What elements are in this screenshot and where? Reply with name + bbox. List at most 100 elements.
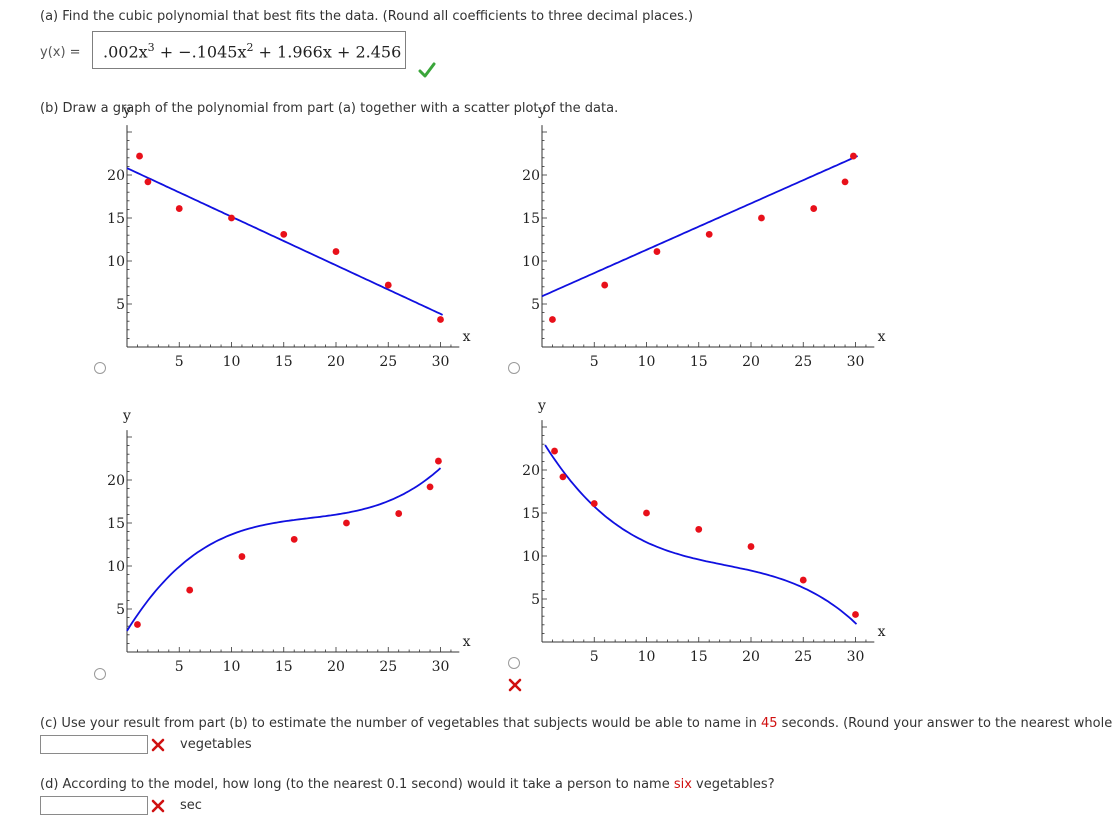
y-tick-label: 10 — [107, 254, 125, 270]
data-point — [747, 543, 755, 550]
x-tick-label: 10 — [223, 659, 241, 675]
y-tick-label: 15 — [107, 516, 125, 532]
data-point — [850, 152, 857, 160]
answer-term-quadratic: −.1045x — [178, 42, 247, 62]
part-c-prompt-text-end: seconds. (Round your answer to the neare… — [777, 716, 1113, 731]
x-axis-var-label: x — [463, 634, 471, 650]
y-tick-label: 5 — [116, 602, 125, 618]
part-a-answer-value: .002x3 + −.1045x2 + 1.966x + 2.456 — [103, 41, 401, 61]
graph-1-plot: 5 10 15 20 25 30 5 10 15 20 x y — [107, 103, 471, 370]
x-tick-label: 10 — [638, 354, 656, 370]
data-point — [343, 519, 350, 527]
x-tick-label: 30 — [432, 354, 450, 370]
data-point — [384, 281, 392, 289]
part-d-unit: sec — [180, 798, 202, 813]
y-tick-label: 5 — [116, 297, 125, 313]
x-axis-var-label: x — [463, 329, 471, 345]
data-point — [280, 230, 288, 238]
data-point — [290, 535, 298, 543]
y-tick-label: 10 — [522, 254, 540, 270]
cross-icon — [151, 799, 165, 813]
y-tick-label: 15 — [522, 506, 540, 522]
part-d-answer-input[interactable] — [40, 796, 148, 815]
part-c-answer-input[interactable] — [40, 735, 148, 754]
graph-3-plot: 5 10 15 20 25 30 5 10 15 20 x y — [107, 408, 471, 675]
data-point — [175, 205, 183, 212]
fit-curve — [126, 467, 442, 632]
part-c-prompt-text: (c) Use your result from part (b) to est… — [40, 716, 761, 731]
part-d-highlight: six — [673, 777, 692, 792]
y-tick-label: 5 — [531, 592, 540, 608]
part-d-prompt-text-end: vegetables? — [691, 777, 775, 792]
part-d-prompt: (d) According to the model, how long (to… — [40, 777, 775, 792]
graph-4-radio[interactable] — [508, 657, 520, 669]
data-point — [695, 525, 703, 533]
part-a-prompt: (a) Find the cubic polynomial that best … — [40, 9, 694, 24]
x-tick-label: 20 — [327, 354, 345, 370]
data-point — [186, 586, 194, 594]
data-point — [437, 316, 444, 323]
data-point — [758, 214, 765, 222]
data-point — [136, 152, 143, 160]
data-point — [841, 178, 849, 186]
fit-curve — [126, 167, 444, 316]
data-point — [643, 509, 650, 517]
part-c-unit: vegetables — [180, 737, 252, 752]
x-tick-label: 25 — [794, 354, 812, 370]
y-tick-label: 20 — [522, 463, 540, 479]
y-tick-label: 10 — [522, 549, 540, 565]
y-tick-label: 5 — [531, 297, 540, 313]
x-tick-label: 10 — [223, 354, 241, 370]
part-b-prompt: (b) Draw a graph of the polynomial from … — [40, 101, 619, 116]
data-point — [238, 553, 246, 560]
y-tick-label: 20 — [107, 168, 125, 184]
x-tick-label: 5 — [590, 649, 599, 665]
x-tick-label: 20 — [742, 649, 760, 665]
x-tick-label: 5 — [175, 354, 184, 370]
data-point — [601, 281, 609, 289]
answer-exp-3: 3 — [147, 41, 155, 54]
data-point — [228, 214, 235, 222]
y-of-x-label: y(x) = — [40, 45, 81, 60]
x-tick-label: 25 — [379, 354, 397, 370]
y-tick-label: 15 — [522, 211, 540, 227]
data-point — [810, 205, 818, 212]
y-axis-var-label: y — [122, 103, 131, 119]
fit-curve — [544, 444, 858, 625]
graph-2-radio[interactable] — [508, 362, 520, 374]
x-tick-label: 25 — [794, 649, 812, 665]
check-icon — [418, 62, 436, 78]
cross-icon — [151, 738, 165, 752]
data-point — [549, 316, 556, 323]
y-axis-var-label: y — [122, 408, 131, 424]
x-tick-label: 10 — [638, 649, 656, 665]
data-point — [590, 500, 598, 507]
graph-3-radio[interactable] — [94, 668, 106, 680]
answer-term-rest: + 1.966x + 2.456 — [253, 42, 402, 62]
x-tick-label: 5 — [590, 354, 599, 370]
part-c-prompt: (c) Use your result from part (b) to est… — [40, 716, 1112, 731]
graph-4-plot: 5 10 15 20 25 30 5 10 15 20 x y — [522, 398, 886, 665]
answer-exp-2: 2 — [246, 41, 254, 54]
x-tick-label: 15 — [690, 354, 708, 370]
x-tick-label: 20 — [327, 659, 345, 675]
x-tick-label: 5 — [175, 659, 184, 675]
x-tick-label: 30 — [432, 659, 450, 675]
x-tick-label: 20 — [742, 354, 760, 370]
part-c-highlight: 45 — [761, 716, 778, 731]
x-tick-label: 15 — [275, 354, 293, 370]
x-tick-label: 15 — [690, 649, 708, 665]
y-axis-var-label: y — [537, 398, 546, 414]
data-point — [559, 473, 567, 481]
graph-2-plot: 5 10 15 20 25 30 5 10 15 20 x y — [522, 103, 886, 370]
data-point — [435, 457, 442, 465]
data-point — [852, 611, 859, 618]
y-tick-label: 20 — [522, 168, 540, 184]
x-axis-var-label: x — [878, 329, 886, 345]
x-tick-label: 15 — [275, 659, 293, 675]
data-point — [426, 483, 434, 491]
graph-4-cross-icon — [508, 678, 522, 692]
data-point — [653, 248, 661, 255]
part-a-answer-field[interactable]: .002x3 + −.1045x2 + 1.966x + 2.456 — [92, 31, 406, 69]
graph-1-radio[interactable] — [94, 362, 106, 374]
